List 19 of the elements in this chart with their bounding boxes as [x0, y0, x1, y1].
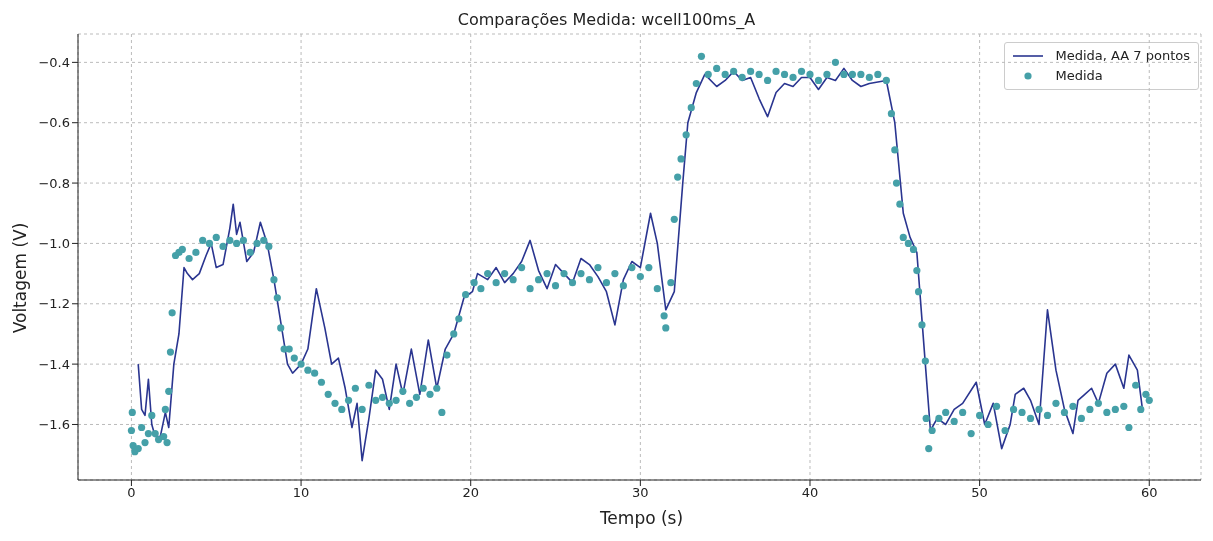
y-tick-label: −1.0: [38, 236, 70, 252]
y-axis-title: Voltagem (V): [10, 222, 30, 334]
legend-label: Medida, AA 7 pontos: [1055, 47, 1190, 65]
x-tick-label: 60: [1140, 485, 1158, 501]
x-tick-label: 40: [801, 485, 819, 501]
y-tick-label: −1.2: [38, 296, 70, 312]
x-tick-label: 10: [292, 485, 310, 501]
x-tick-label: 50: [971, 485, 988, 501]
x-tick-label: 30: [632, 485, 649, 501]
legend-label: Medida: [1055, 67, 1103, 85]
y-tick-label: −0.6: [38, 115, 70, 131]
chart-title: Comparações Medida: wcell100ms_A: [456, 9, 757, 31]
y-tick-label: −0.4: [38, 54, 70, 70]
y-tick-label: −1.6: [38, 417, 70, 433]
x-axis-title: Tempo (s): [598, 508, 685, 528]
y-tick-label: −0.8: [38, 175, 70, 191]
x-tick-label: 20: [462, 485, 479, 501]
x-tick-label: 0: [127, 485, 136, 501]
y-tick-label: −1.4: [38, 356, 70, 372]
